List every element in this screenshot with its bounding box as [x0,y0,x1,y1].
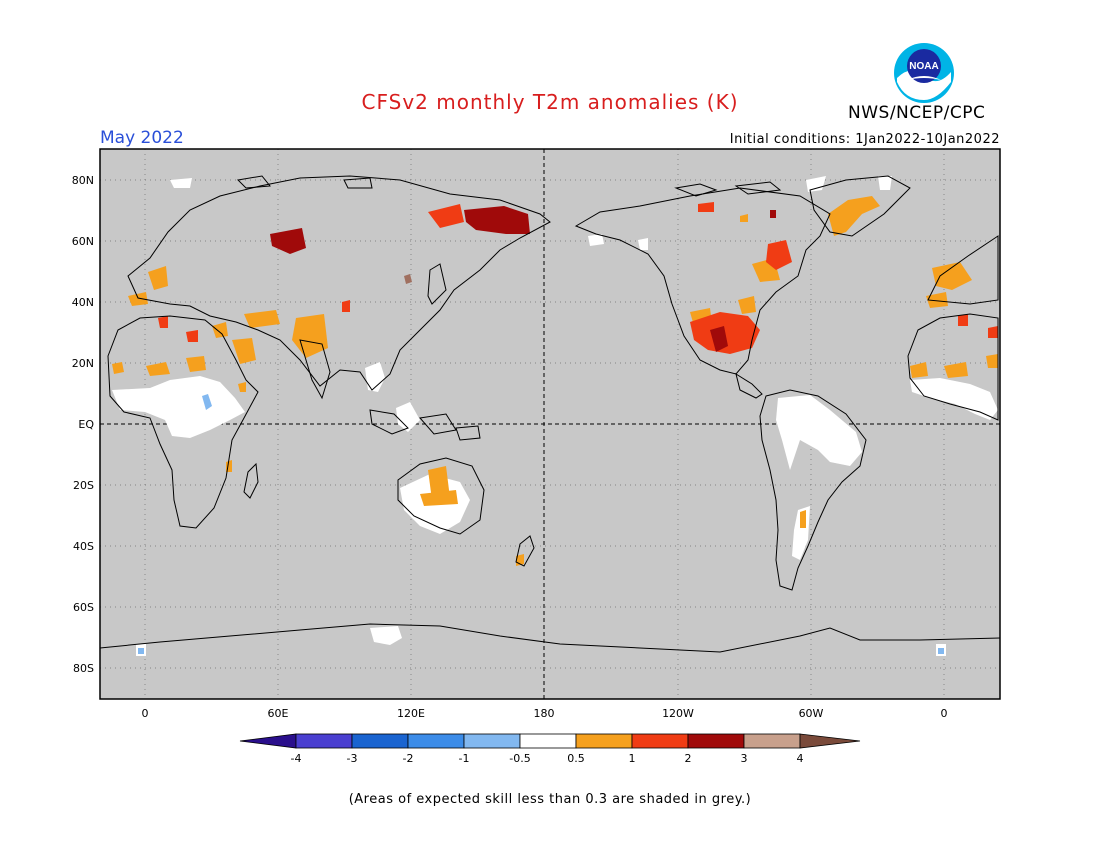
initial-conditions: Initial conditions: 1Jan2022-10Jan2022 [729,132,1000,147]
lon-label: 120W [662,707,694,720]
colorbar-bin [519,733,577,749]
forecast-month: May 2022 [100,128,184,148]
lon-label: 60W [799,707,824,720]
cool-anomaly-areas [138,394,944,654]
footnote: (Areas of expected skill less than 0.3 a… [348,792,752,807]
chart-title: CFSv2 monthly T2m anomalies (K) [361,90,739,114]
lon-label: 180 [534,707,555,720]
lon-label: 0 [941,707,948,720]
colorbar-label: 0.5 [567,752,585,765]
colorbar-bin [743,733,801,749]
colorbar-bin [351,733,409,749]
map-frame [99,148,1001,700]
lat-label: 20N [72,357,94,370]
colorbar-bin [295,733,353,749]
colorbar-bin [687,733,745,749]
very-warm-areas [270,206,776,352]
colorbar-bin [407,733,465,749]
colorbar-labels: -4 -3 -2 -1 -0.5 0.5 1 2 3 4 [291,752,804,765]
lat-label: 80S [73,662,94,675]
organization-label: NWS/NCEP/CPC [848,103,986,123]
colorbar-label: -3 [347,752,358,765]
lon-label: 120E [397,707,425,720]
extreme-warm-area [404,274,412,284]
lon-label: 0 [142,707,149,720]
colorbar [239,733,861,749]
longitude-labels: 0 60E 120E 180 120W 60W 0 [142,707,948,720]
map-panel: 80N 60N 40N 20N EQ 20S 40S 60S 80S 0 60E… [72,148,1001,765]
lat-label: 60S [73,601,94,614]
lat-label: 20S [73,479,94,492]
colorbar-bin [463,733,521,749]
lat-label: EQ [78,418,94,431]
colorbar-bin [575,733,633,749]
lon-label: 60E [268,707,289,720]
colorbar-label: 4 [797,752,804,765]
colorbar-arrow-right [799,733,861,749]
logo-text: NOAA [909,61,938,72]
lat-label: 80N [72,174,94,187]
colorbar-label: -0.5 [509,752,530,765]
colorbar-label: 2 [685,752,692,765]
lat-label: 40S [73,540,94,553]
colorbar-label: -1 [459,752,470,765]
colorbar-label: -4 [291,752,302,765]
lat-label: 60N [72,235,94,248]
colorbar-label: 1 [629,752,636,765]
lat-label: 40N [72,296,94,309]
noaa-logo: NOAA [894,43,954,103]
colorbar-arrow-left [239,733,297,749]
latitude-labels: 80N 60N 40N 20N EQ 20S 40S 60S 80S [72,174,95,675]
coastlines [100,175,1000,653]
colorbar-label: 3 [741,752,748,765]
colorbar-bin [631,733,689,749]
colorbar-label: -2 [403,752,414,765]
near-normal-areas [112,176,998,656]
